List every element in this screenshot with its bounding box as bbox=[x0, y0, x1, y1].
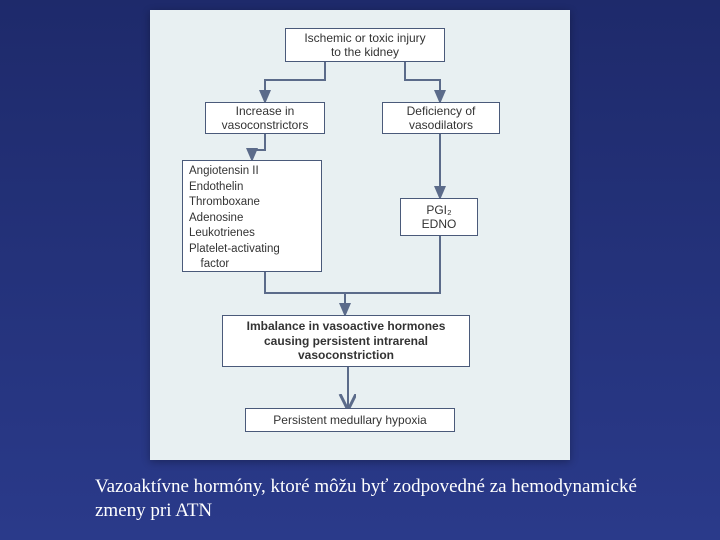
node-left1-line-1: vasoconstrictors bbox=[210, 118, 320, 132]
node-right2-line-1: EDNO bbox=[405, 217, 473, 231]
node-left1-line-0: Increase in bbox=[210, 104, 320, 118]
node-right1-line-0: Deficiency of bbox=[387, 104, 495, 118]
node-left2-line-4: Leukotrienes bbox=[189, 226, 315, 242]
node-merge-line-0: Imbalance in vasoactive hormones bbox=[227, 319, 465, 333]
node-root-line-0: Ischemic or toxic injury bbox=[290, 31, 440, 45]
node-right1-line-1: vasodilators bbox=[387, 118, 495, 132]
node-left2-line-3: Adenosine bbox=[189, 211, 315, 227]
node-merge-line-1: causing persistent intrarenal bbox=[227, 334, 465, 348]
node-left2-line-2: Thromboxane bbox=[189, 195, 315, 211]
node-left2-line-5: Platelet-activating bbox=[189, 242, 315, 258]
slide-caption: Vazoaktívne hormóny, ktoré môžu byť zodp… bbox=[95, 475, 645, 523]
node-left2-line-0: Angiotensin II bbox=[189, 164, 315, 180]
diagram-panel: Ischemic or toxic injury to the kidney I… bbox=[150, 10, 570, 460]
node-final: Persistent medullary hypoxia bbox=[245, 408, 455, 432]
node-final-line-0: Persistent medullary hypoxia bbox=[250, 413, 450, 427]
node-left2-line-1: Endothelin bbox=[189, 180, 315, 196]
node-right2: PGI₂ EDNO bbox=[400, 198, 478, 236]
node-right2-line-0: PGI₂ bbox=[405, 203, 473, 217]
node-left2: Angiotensin II Endothelin Thromboxane Ad… bbox=[182, 160, 322, 272]
node-merge-line-2: vasoconstriction bbox=[227, 348, 465, 362]
node-root-line-1: to the kidney bbox=[290, 45, 440, 59]
node-right1: Deficiency of vasodilators bbox=[382, 102, 500, 134]
node-root: Ischemic or toxic injury to the kidney bbox=[285, 28, 445, 62]
node-merge: Imbalance in vasoactive hormones causing… bbox=[222, 315, 470, 367]
node-left2-line-6: factor bbox=[189, 257, 315, 273]
node-left1: Increase in vasoconstrictors bbox=[205, 102, 325, 134]
